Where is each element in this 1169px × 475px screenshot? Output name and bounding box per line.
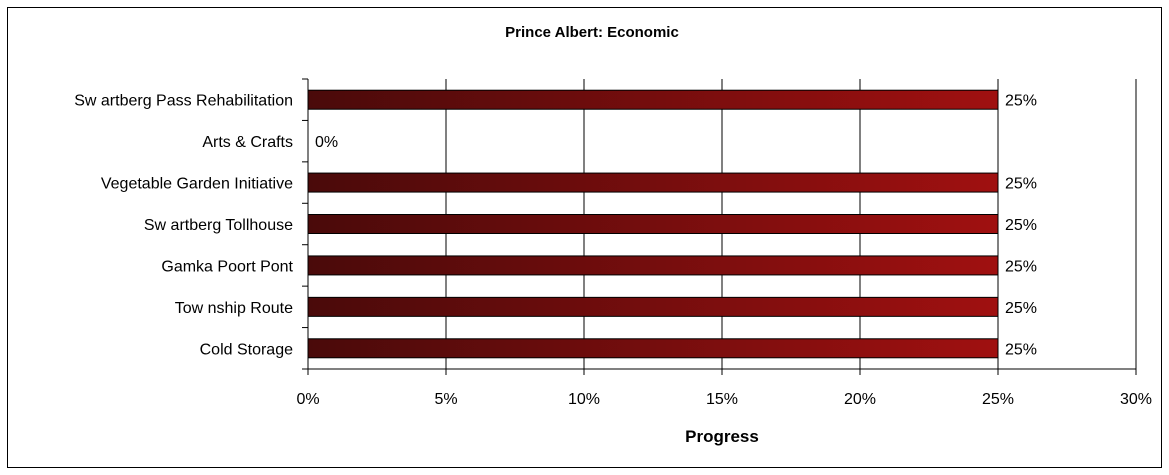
x-tick-label: 5% <box>434 391 457 408</box>
category-label: Gamka Poort Pont <box>161 258 293 275</box>
x-axis-title: Progress <box>685 427 759 446</box>
x-tick-label: 15% <box>706 391 738 408</box>
x-tick-label: 20% <box>844 391 876 408</box>
bar <box>308 215 998 234</box>
category-label: Sw artberg Tollhouse <box>144 217 293 234</box>
category-label: Sw artberg Pass Rehabilitation <box>74 93 293 110</box>
category-label: Vegetable Garden Initiative <box>101 176 293 193</box>
x-tick-label: 0% <box>296 391 319 408</box>
bar <box>308 90 998 109</box>
bar <box>308 173 998 192</box>
data-label: 0% <box>315 134 338 151</box>
x-tick-label: 30% <box>1120 391 1152 408</box>
x-tick-label: 25% <box>982 391 1014 408</box>
category-label: Arts & Crafts <box>202 134 293 151</box>
category-label: Cold Storage <box>200 341 293 358</box>
data-label: 25% <box>1005 217 1037 234</box>
chart-title: Prince Albert: Economic <box>505 24 679 41</box>
data-label: 25% <box>1005 341 1037 358</box>
data-label: 25% <box>1005 300 1037 317</box>
data-label: 25% <box>1005 258 1037 275</box>
labels: Sw artberg Pass Rehabilitation 25% Arts & … <box>74 93 1152 408</box>
bar <box>308 297 998 316</box>
bar <box>308 256 998 275</box>
bar <box>308 339 998 358</box>
x-tick-label: 10% <box>568 391 600 408</box>
category-label: Tow nship Route <box>175 300 293 317</box>
bars <box>308 90 998 358</box>
data-label: 25% <box>1005 176 1037 193</box>
data-label: 25% <box>1005 93 1037 110</box>
